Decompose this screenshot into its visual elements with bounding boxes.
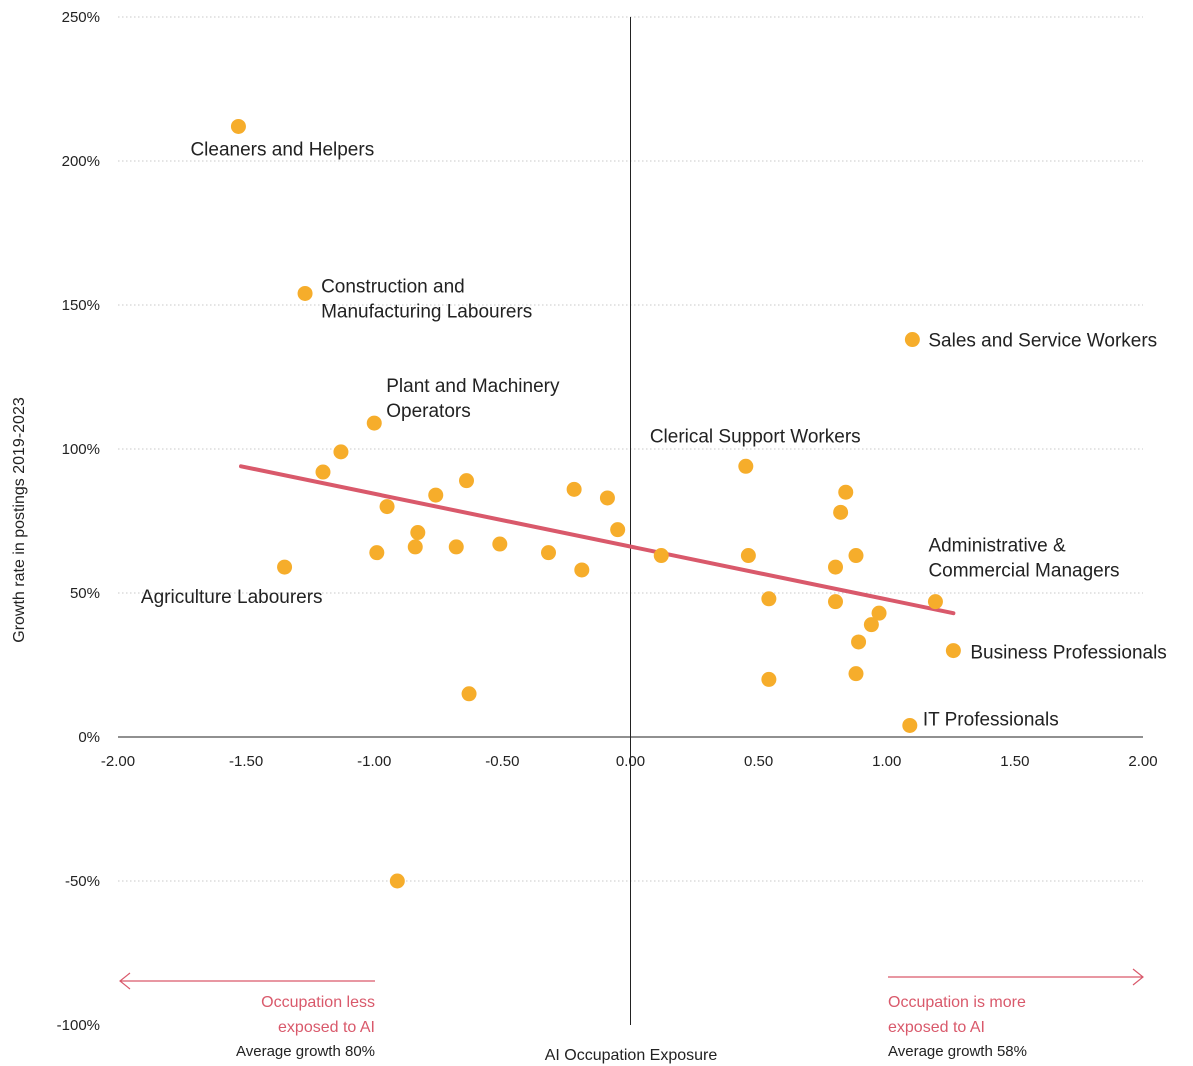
data-point xyxy=(828,559,843,575)
right-note-line1: Occupation is more xyxy=(888,994,1026,1011)
data-point xyxy=(851,634,867,650)
left-note-line1: Occupation less xyxy=(261,994,375,1011)
point-label: Cleaners and Helpers xyxy=(190,139,374,160)
y-axis-title: Growth rate in postings 2019-2023 xyxy=(11,397,28,643)
data-point xyxy=(738,458,754,474)
right-arrow-head xyxy=(1132,968,1144,986)
y-tick-label: 150% xyxy=(62,297,100,314)
x-axis-title: AI Occupation Exposure xyxy=(545,1047,718,1064)
y-tick-label: 50% xyxy=(70,585,100,602)
data-point xyxy=(379,499,395,515)
data-point xyxy=(848,666,864,682)
data-points xyxy=(230,118,961,889)
point-label: Agriculture Labourers xyxy=(141,587,323,608)
data-point xyxy=(653,548,669,564)
data-point xyxy=(610,522,626,538)
data-point xyxy=(428,487,444,503)
trendline-group xyxy=(239,464,956,616)
data-point xyxy=(904,332,920,348)
data-point xyxy=(410,525,426,541)
data-point xyxy=(369,545,385,561)
data-point xyxy=(277,559,293,575)
data-point xyxy=(459,473,474,489)
data-point xyxy=(333,444,349,460)
x-tick-label: 1.50 xyxy=(1000,753,1029,770)
data-point xyxy=(389,873,405,889)
data-point xyxy=(838,484,854,500)
data-point xyxy=(902,717,918,733)
data-point xyxy=(740,548,756,564)
x-tick-label: 0.00 xyxy=(616,753,645,770)
data-point xyxy=(448,539,464,555)
data-point xyxy=(599,490,615,506)
left-arrow-head xyxy=(119,972,131,990)
left-note-average: Average growth 80% xyxy=(236,1043,375,1060)
point-label: Clerical Support Workers xyxy=(650,426,861,447)
x-tick-label: -1.00 xyxy=(357,753,391,770)
y-tick-label: 0% xyxy=(78,729,100,746)
y-tick-label: -50% xyxy=(65,873,100,890)
data-point xyxy=(315,464,331,480)
data-point xyxy=(297,285,313,301)
right-note-line2: exposed to AI xyxy=(888,1019,985,1036)
right-annotation: Occupation is more exposed to AI Average… xyxy=(888,968,1144,1060)
y-tick-labels: -100% -50% 0% 50% 100% 150% 200% 250% xyxy=(57,9,100,1034)
data-point xyxy=(541,545,556,561)
x-tick-label: 2.00 xyxy=(1128,753,1157,770)
x-tick-label: -1.50 xyxy=(229,753,263,770)
data-point xyxy=(761,591,777,607)
data-point xyxy=(230,118,246,134)
data-point xyxy=(492,536,508,552)
data-point xyxy=(871,605,887,621)
right-note-average: Average growth 58% xyxy=(888,1043,1027,1060)
point-label: Construction and Manufacturing Labourers xyxy=(321,276,532,322)
data-point xyxy=(863,617,879,633)
data-point xyxy=(833,504,849,520)
data-point xyxy=(574,562,590,578)
data-point xyxy=(366,415,382,431)
data-point xyxy=(461,686,477,702)
x-tick-label: -2.00 xyxy=(101,753,135,770)
x-tick-label: 1.00 xyxy=(872,753,901,770)
left-annotation: Occupation less exposed to AI Average gr… xyxy=(119,972,375,1060)
data-point xyxy=(566,481,582,497)
point-label: Sales and Service Workers xyxy=(928,331,1157,352)
trendline xyxy=(239,464,956,616)
point-label: Administrative & Commercial Managers xyxy=(928,536,1119,582)
data-point xyxy=(407,539,423,555)
point-label: Business Professionals xyxy=(970,643,1166,664)
data-point xyxy=(927,594,943,610)
x-tick-labels: -2.00 -1.50 -1.00 -0.50 0.00 0.50 1.00 1.50 2.00 xyxy=(101,753,1158,770)
data-point xyxy=(945,643,961,659)
point-label: Plant and Machinery Operators xyxy=(386,376,560,422)
left-note-line2: exposed to AI xyxy=(278,1019,375,1036)
data-point xyxy=(828,594,843,610)
data-point xyxy=(761,671,777,687)
point-label: IT Professionals xyxy=(923,709,1059,730)
x-tick-label: 0.50 xyxy=(744,753,773,770)
y-tick-label: 200% xyxy=(62,153,100,170)
x-tick-label: -0.50 xyxy=(485,753,519,770)
y-tick-label: -100% xyxy=(57,1017,100,1034)
y-tick-label: 100% xyxy=(62,441,100,458)
point-labels: Cleaners and Helpers Construction and Manu… xyxy=(141,139,1167,730)
data-point xyxy=(848,548,864,564)
y-tick-label: 250% xyxy=(62,9,100,26)
